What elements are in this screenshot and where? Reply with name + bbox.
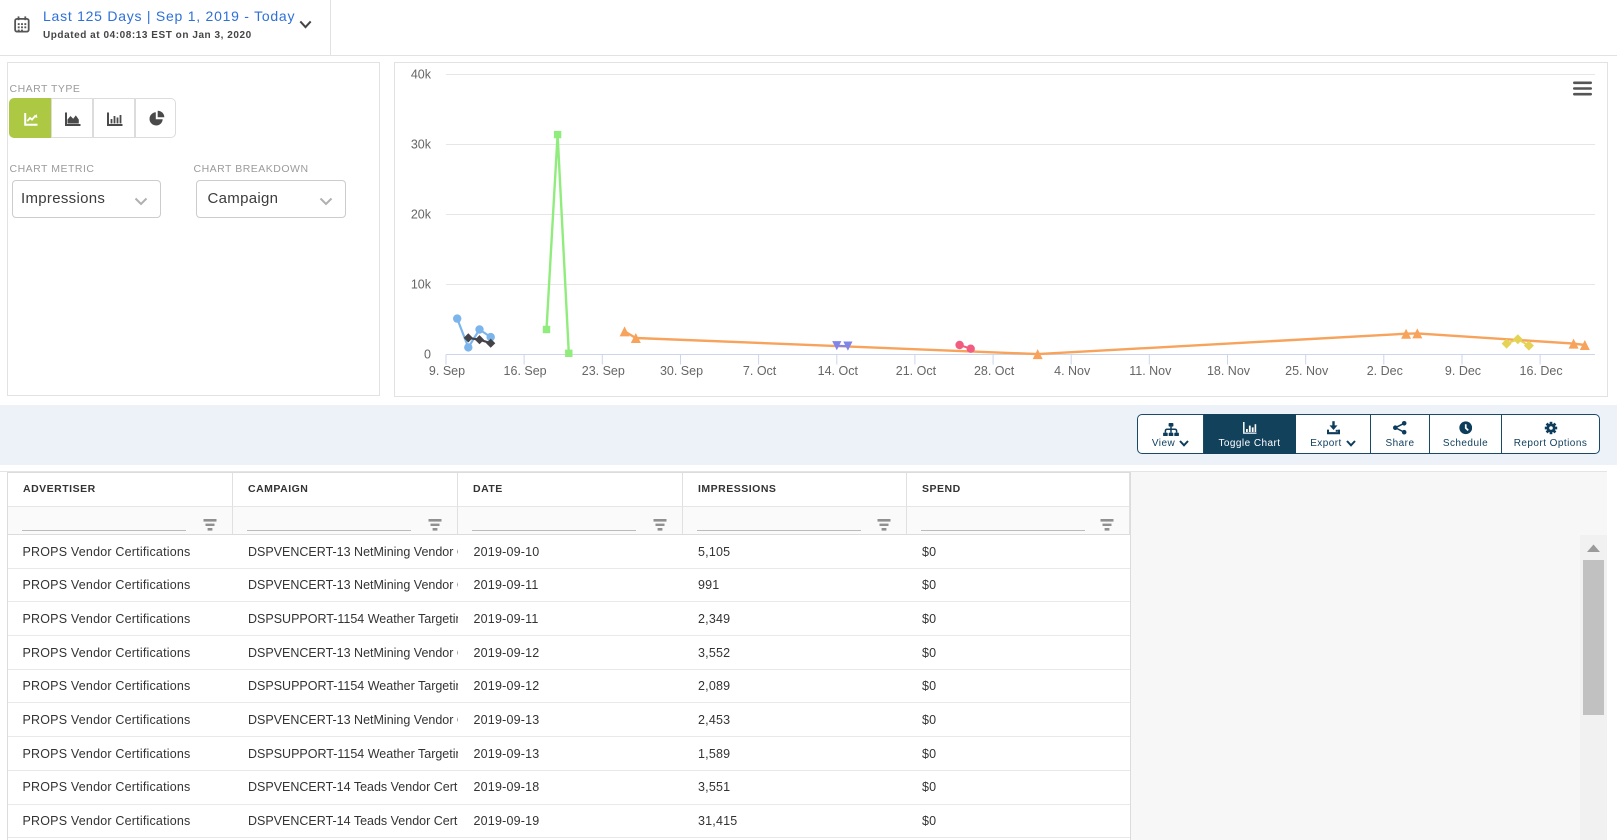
svg-text:14. Oct: 14. Oct	[818, 364, 859, 378]
svg-text:2. Dec: 2. Dec	[1367, 364, 1403, 378]
svg-text:11. Nov: 11. Nov	[1129, 364, 1172, 378]
svg-text:20k: 20k	[411, 208, 432, 222]
svg-text:40k: 40k	[411, 68, 432, 82]
svg-text:23. Sep: 23. Sep	[582, 364, 625, 378]
svg-text:0: 0	[424, 348, 431, 362]
svg-text:30. Sep: 30. Sep	[660, 364, 703, 378]
svg-text:16. Sep: 16. Sep	[504, 364, 547, 378]
svg-text:25. Nov: 25. Nov	[1285, 364, 1329, 378]
svg-text:30k: 30k	[411, 138, 432, 152]
svg-text:16. Dec: 16. Dec	[1520, 364, 1563, 378]
svg-text:28. Oct: 28. Oct	[974, 364, 1015, 378]
svg-text:10k: 10k	[411, 278, 432, 292]
svg-text:7. Oct: 7. Oct	[743, 364, 777, 378]
svg-text:4. Nov: 4. Nov	[1054, 364, 1091, 378]
svg-text:9. Sep: 9. Sep	[429, 364, 465, 378]
svg-text:21. Oct: 21. Oct	[896, 364, 937, 378]
svg-text:9. Dec: 9. Dec	[1445, 364, 1481, 378]
svg-text:18. Nov: 18. Nov	[1207, 364, 1251, 378]
